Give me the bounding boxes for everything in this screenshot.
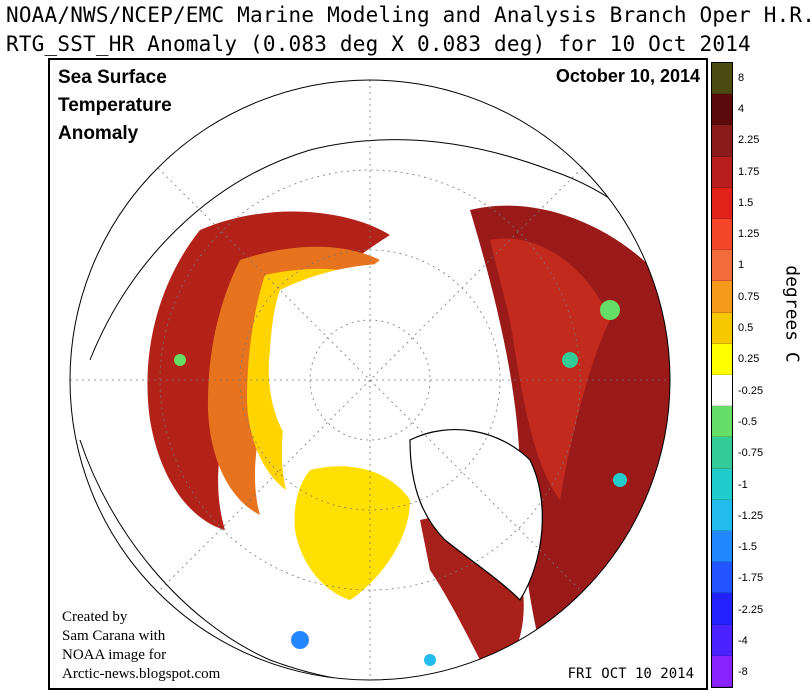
nordic-anomaly-band (490, 238, 610, 500)
cold-anomaly-speck (424, 654, 436, 666)
greenland-landmass (409, 429, 543, 601)
credit-line-3: NOAA image for (62, 647, 167, 663)
legend-tick-label: -4 (738, 635, 748, 648)
legend-swatch (712, 468, 732, 500)
overlay-title-line-3: Anomaly (58, 123, 139, 144)
legend-tick-label: -1 (738, 478, 748, 491)
legend-swatch (712, 187, 732, 220)
chart-title-line-1: NOAA/NWS/NCEP/EMC Marine Modeling and An… (6, 3, 810, 27)
map-disc (70, 80, 670, 680)
legend-tick-label: 0.75 (738, 290, 760, 303)
legend-tick-label: 1.5 (738, 196, 754, 209)
legend-swatch (712, 219, 732, 251)
legend-tick-label: 8 (738, 71, 745, 84)
legend-tick-label: -1.25 (738, 509, 764, 522)
polar-map: Sea Surface Temperature Anomaly October … (48, 58, 708, 690)
legend-tick-label: 1 (738, 259, 745, 272)
legend-tick-label: -1.75 (738, 572, 764, 585)
legend-tick-label: 0.25 (738, 353, 760, 366)
cold-anomaly-speck (174, 354, 186, 366)
color-legend-bar (711, 62, 733, 688)
color-legend-labels: 8 4 2.25 1.75 1.5 1.25 1 0.75 0.5 0.25 -0.25 -0.5 -0… (738, 62, 778, 688)
legend-tick-label: 0.5 (738, 322, 754, 335)
siberian-anomaly-region (147, 211, 390, 530)
overlay-title: Sea Surface Temperature Anomaly (58, 64, 172, 148)
legend-swatch (712, 156, 732, 188)
legend-units-label: degrees C (781, 265, 803, 363)
canadian-anomaly-region (294, 466, 410, 600)
legend-swatch (712, 655, 732, 688)
siberian-inner-band (207, 246, 380, 515)
legend-swatch (712, 94, 732, 126)
legend-tick-label: -1.5 (738, 541, 757, 554)
cold-anomaly-speck (613, 473, 627, 487)
overlay-title-line-2: Temperature (58, 95, 172, 116)
legend-swatch (712, 593, 732, 625)
run-date-stamp: FRI OCT 10 2014 (567, 666, 694, 682)
legend-swatch (712, 375, 732, 407)
legend-swatch (712, 624, 732, 656)
legend-swatch (712, 250, 732, 282)
sea-ice-area (268, 263, 495, 470)
legend-swatch (712, 437, 732, 469)
legend-tick-label: -0.5 (738, 415, 757, 428)
legend-swatch (712, 312, 732, 344)
legend-tick-label: 2.25 (738, 134, 760, 147)
legend-swatch (712, 562, 732, 594)
cold-anomaly-speck (291, 631, 309, 649)
map-graphic (69, 79, 671, 681)
legend-tick-label: -0.75 (738, 447, 764, 460)
cold-anomaly-speck (562, 352, 578, 368)
overlay-title-line-1: Sea Surface (58, 67, 167, 88)
legend-tick-label: -0.25 (738, 384, 764, 397)
legend-tick-label: -2.25 (738, 603, 764, 616)
legend-tick-label: 4 (738, 102, 745, 115)
graticule (70, 80, 670, 680)
legend-swatch (712, 499, 732, 532)
legend-swatch (712, 406, 732, 438)
map-disc-border (69, 79, 671, 681)
legend-swatch (712, 343, 732, 376)
legend-tick-label: 1.75 (738, 165, 760, 178)
credit-line-2: Sam Carana with (62, 628, 166, 644)
overlay-date: October 10, 2014 (555, 66, 700, 86)
north-america-coastline (79, 439, 491, 680)
cold-anomaly-speck (600, 300, 620, 320)
legend-swatch (712, 63, 732, 95)
legend-swatch (712, 125, 732, 157)
legend-swatch (712, 531, 732, 563)
legend-swatch (712, 281, 732, 313)
credit-block: Created by Sam Carana with NOAA image fo… (62, 608, 220, 684)
credit-line-1: Created by (62, 609, 128, 625)
credit-line-4: Arctic-news.blogspot.com (62, 666, 221, 682)
legend-tick-label: -8 (738, 666, 748, 679)
legend-tick-label: 1.25 (738, 228, 760, 241)
chart-title-line-2: RTG_SST_HR Anomaly (0.083 deg X 0.083 de… (6, 32, 751, 56)
